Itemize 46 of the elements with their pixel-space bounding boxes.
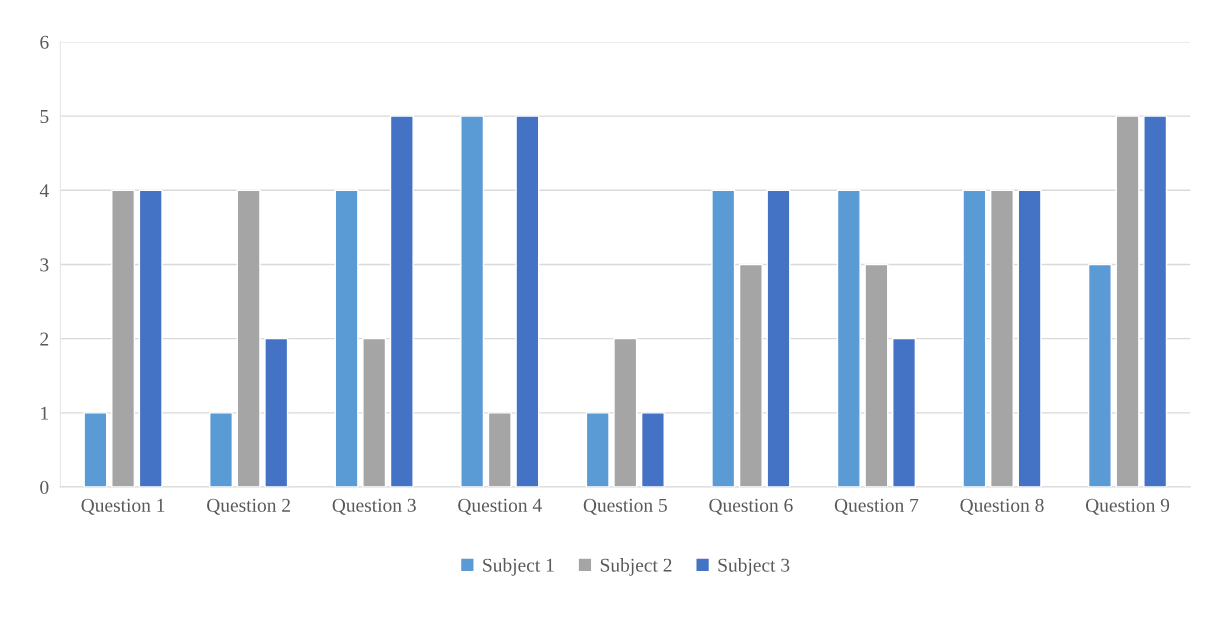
legend-label: Subject 3 <box>718 558 790 576</box>
x-tick-label: Question 7 <box>834 498 919 515</box>
y-tick-label: 1 <box>41 406 49 420</box>
bar <box>138 189 163 488</box>
x-tick-label: Question 4 <box>458 498 542 515</box>
bar <box>209 412 234 488</box>
bar <box>334 189 359 488</box>
bar <box>640 412 665 488</box>
bar <box>460 115 485 488</box>
bar <box>264 337 289 488</box>
bar <box>389 115 414 488</box>
bar <box>585 412 610 488</box>
x-tick-label: Question 1 <box>81 498 165 515</box>
bar <box>1087 263 1112 488</box>
bar <box>1017 189 1042 488</box>
bar <box>487 412 512 488</box>
bar <box>836 189 861 488</box>
bar <box>83 412 108 488</box>
bar <box>111 189 136 488</box>
y-tick-label: 2 <box>40 332 49 346</box>
x-tick-label: Question 9 <box>1085 498 1170 515</box>
x-tick-label: Question 3 <box>332 498 416 515</box>
bar <box>236 189 261 488</box>
x-tick-label: Question 5 <box>583 498 667 515</box>
bar <box>989 189 1014 488</box>
bar <box>711 189 736 488</box>
bar <box>766 189 791 488</box>
legend-label: Subject 2 <box>600 558 672 576</box>
bar <box>1143 115 1168 488</box>
y-tick-label: 4 <box>39 184 49 198</box>
x-tick-label: Question 8 <box>960 498 1044 515</box>
legend-label: Subject 1 <box>483 558 554 576</box>
x-tick-label: Question 2 <box>207 498 290 515</box>
y-tick-label: 0 <box>40 480 49 494</box>
bar <box>515 115 540 488</box>
y-tick-label: 6 <box>40 35 49 49</box>
bar <box>1115 115 1140 488</box>
bar <box>738 263 763 488</box>
bar <box>613 337 638 488</box>
y-tick-label: 3 <box>40 258 49 272</box>
x-tick-label: Question 6 <box>709 498 793 515</box>
bar <box>362 337 387 488</box>
bar <box>892 337 917 488</box>
bar <box>864 263 889 488</box>
bar <box>962 189 987 488</box>
y-tick-label: 5 <box>40 110 49 124</box>
